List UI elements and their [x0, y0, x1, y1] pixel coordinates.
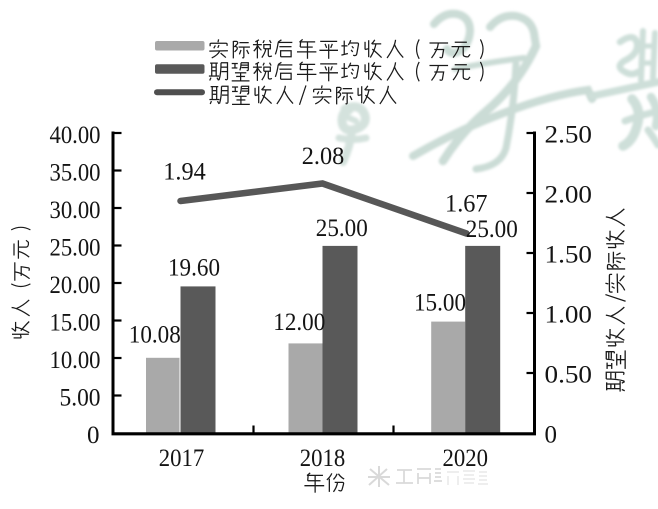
svg-text:10.00: 10.00 [50, 347, 101, 374]
svg-text:15.00: 15.00 [50, 310, 101, 337]
svg-text:0: 0 [545, 422, 558, 449]
svg-text:40.00: 40.00 [50, 122, 101, 149]
svg-text:2020: 2020 [442, 445, 488, 472]
svg-text:15.00: 15.00 [414, 290, 466, 317]
svg-text:30.00: 30.00 [50, 197, 101, 224]
svg-text:20.00: 20.00 [50, 272, 101, 299]
svg-text:10.08: 10.08 [129, 322, 181, 349]
svg-text:1.94: 1.94 [163, 159, 206, 186]
svg-text:25.00: 25.00 [316, 215, 368, 242]
svg-text:2018: 2018 [300, 445, 346, 472]
svg-text:19.60: 19.60 [168, 255, 220, 282]
svg-text:35.00: 35.00 [50, 160, 101, 187]
svg-text:2017: 2017 [159, 445, 205, 472]
svg-text:25.00: 25.00 [50, 235, 101, 262]
svg-text:2.08: 2.08 [302, 143, 345, 170]
svg-text:25.00: 25.00 [466, 216, 518, 243]
svg-text:0.50: 0.50 [545, 362, 593, 389]
svg-text:5.00: 5.00 [60, 385, 101, 412]
svg-text:2.50: 2.50 [545, 122, 593, 149]
svg-text:12.00: 12.00 [273, 309, 325, 336]
svg-text:1.67: 1.67 [445, 190, 488, 217]
svg-text:1.50: 1.50 [545, 242, 593, 269]
svg-text:1.00: 1.00 [545, 302, 593, 329]
svg-text:2.00: 2.00 [545, 182, 593, 209]
svg-text:0: 0 [87, 422, 100, 449]
